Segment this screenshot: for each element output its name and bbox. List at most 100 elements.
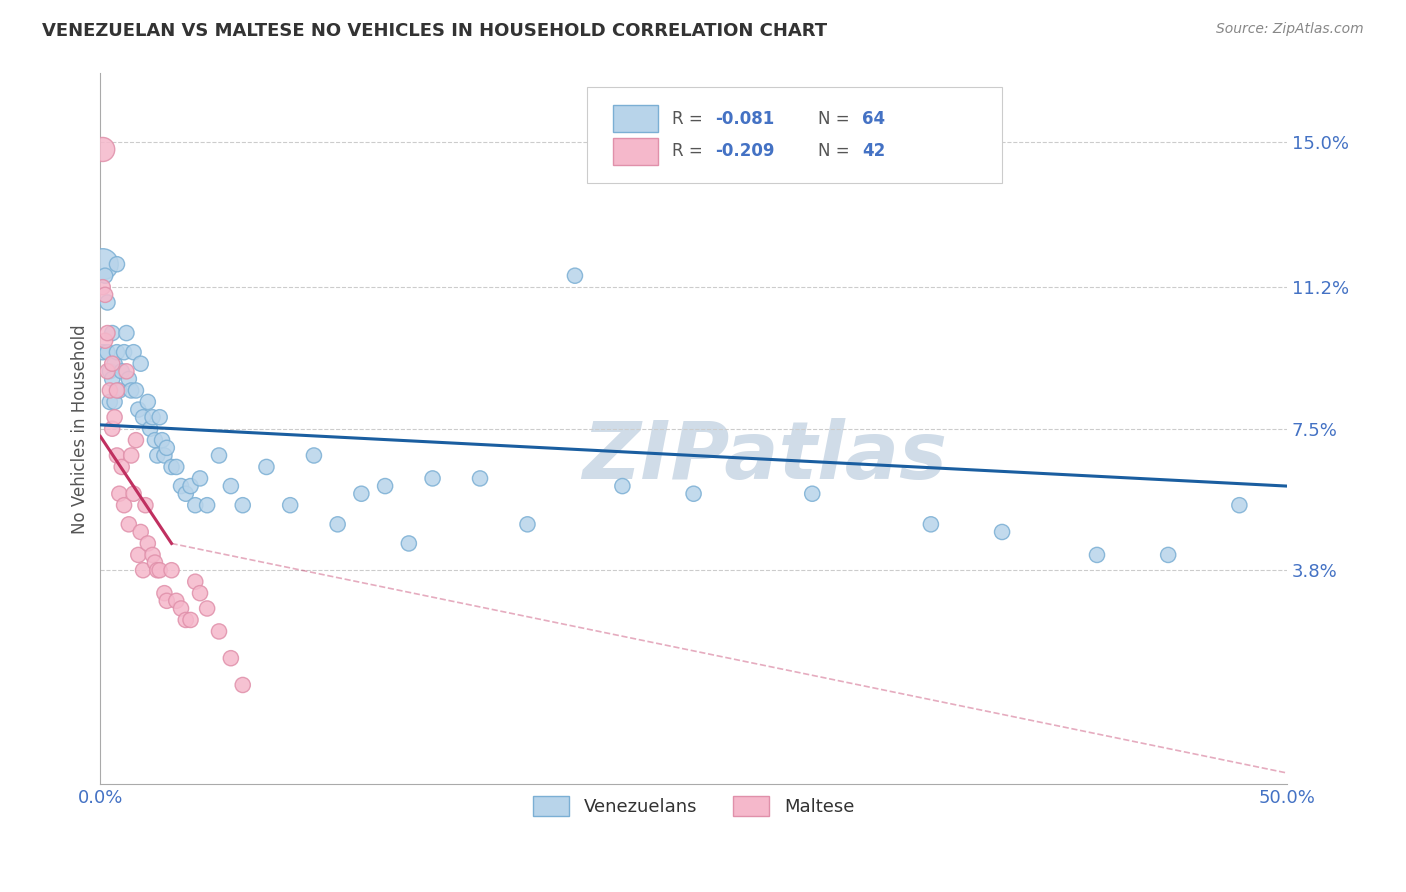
Point [118,517,141,532]
Point [188,586,211,600]
Text: -0.209: -0.209 [714,142,775,161]
Point [94,334,117,348]
Point [150,433,173,447]
Point [278,498,301,512]
Point [98,395,121,409]
Point [96,326,118,340]
Point [136,395,159,409]
Point [143,556,166,570]
Point [302,449,325,463]
Point [219,651,242,665]
Point [103,410,125,425]
Point [153,449,176,463]
Point [180,613,202,627]
Point [132,410,155,425]
Point [398,536,420,550]
Point [94,288,117,302]
Point [326,517,349,532]
Point [98,384,121,398]
Point [120,384,142,398]
Point [136,536,159,550]
Point [174,613,197,627]
Point [142,548,165,562]
Point [170,601,193,615]
Point [132,563,155,577]
Point [96,295,118,310]
Point [564,268,586,283]
Point [1157,548,1180,562]
Point [219,479,242,493]
Text: ZIPatlas: ZIPatlas [582,418,948,496]
Text: VENEZUELAN VS MALTESE NO VEHICLES IN HOUSEHOLD CORRELATION CHART: VENEZUELAN VS MALTESE NO VEHICLES IN HOU… [42,22,827,40]
Point [115,326,138,340]
Point [920,517,942,532]
Point [180,479,202,493]
Point [134,498,156,512]
Point [374,479,396,493]
Point [105,449,128,463]
Point [112,345,135,359]
Point [108,487,131,501]
Point [127,402,149,417]
Point [350,487,373,501]
Point [111,364,134,378]
Point [118,372,141,386]
Point [256,459,278,474]
Point [160,459,183,474]
Text: -0.081: -0.081 [714,110,775,128]
Point [165,594,187,608]
Point [174,487,197,501]
Point [801,487,824,501]
Point [96,364,118,378]
Point [108,384,131,398]
Point [612,479,634,493]
Point [120,449,142,463]
Point [101,357,124,371]
Point [208,624,231,639]
Point [122,345,145,359]
Point [149,410,172,425]
Point [127,548,149,562]
Point [188,471,211,485]
Point [129,524,152,539]
Point [195,498,218,512]
Point [165,459,187,474]
Point [98,364,121,378]
Point [129,357,152,371]
Point [142,410,165,425]
Point [112,498,135,512]
Text: 42: 42 [862,142,886,161]
Point [232,498,254,512]
Point [184,498,207,512]
Point [146,449,169,463]
Point [153,586,176,600]
Text: Source: ZipAtlas.com: Source: ZipAtlas.com [1216,22,1364,37]
Point [125,384,148,398]
Point [91,257,114,271]
Point [991,524,1014,539]
Text: N =: N = [818,142,855,161]
Point [101,422,124,436]
Point [184,574,207,589]
Point [422,471,444,485]
FancyBboxPatch shape [586,87,1002,183]
Point [1085,548,1108,562]
Point [101,326,124,340]
Point [1227,498,1250,512]
Point [91,345,114,359]
Point [156,594,179,608]
Point [160,563,183,577]
Point [232,678,254,692]
Point [143,433,166,447]
Point [105,384,128,398]
Point [94,268,117,283]
Point [101,372,124,386]
Point [170,479,193,493]
Point [115,364,138,378]
Point [105,345,128,359]
Point [682,487,704,501]
Text: 64: 64 [862,110,886,128]
Point [195,601,218,615]
Point [516,517,538,532]
Point [111,459,134,474]
